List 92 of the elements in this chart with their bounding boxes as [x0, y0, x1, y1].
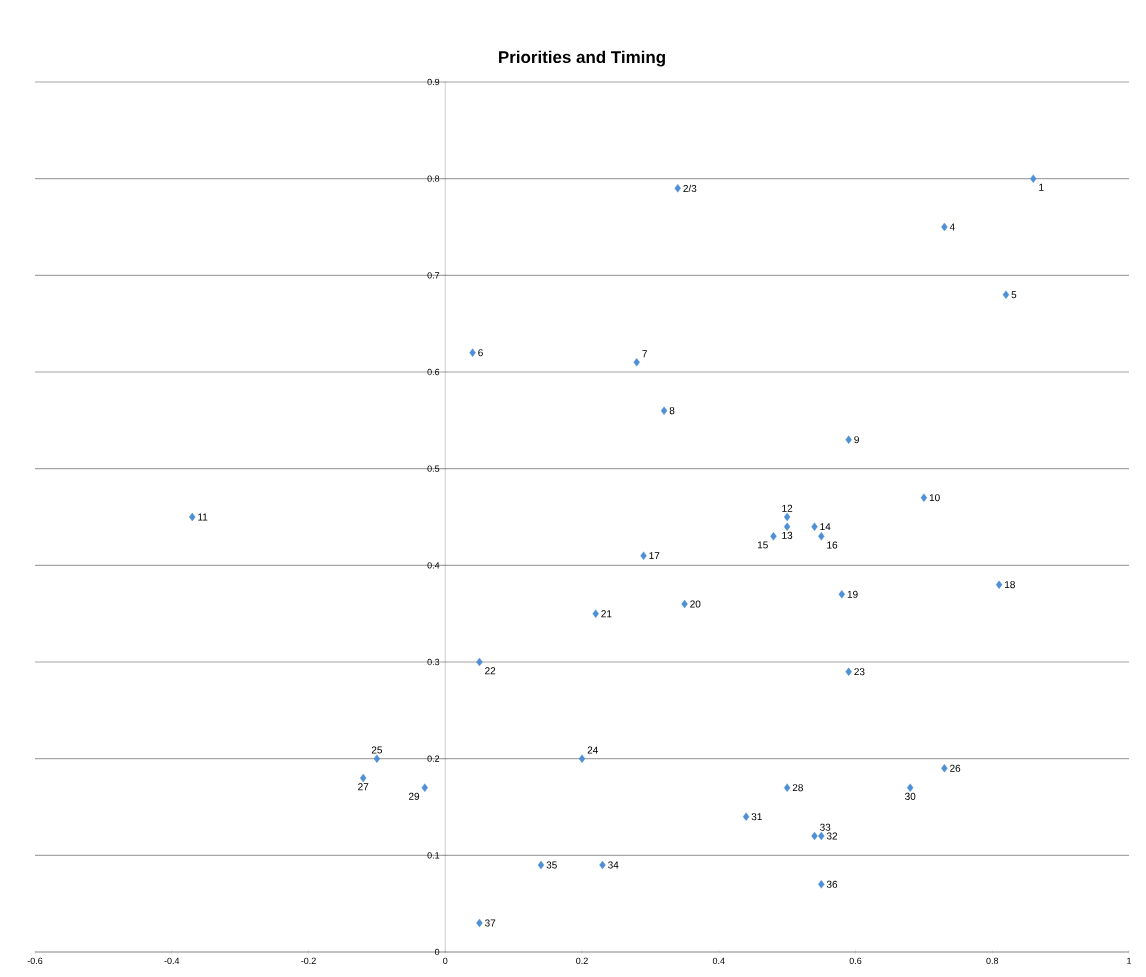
- annotation: 8: [669, 407, 675, 415]
- y-tick-label: 0.4: [427, 562, 440, 569]
- point: [818, 880, 825, 889]
- annotation: 12: [782, 504, 793, 512]
- annotation: 17: [649, 552, 660, 560]
- point: [1002, 290, 1010, 299]
- point: [421, 783, 428, 792]
- annotation: 34: [608, 861, 619, 869]
- x-tick-label: 0: [443, 957, 448, 964]
- annotation: 11: [198, 513, 208, 521]
- annotation: 9: [854, 436, 859, 444]
- y-tick-label: 0.6: [427, 368, 440, 376]
- y-tick-label: 0.1: [427, 852, 440, 859]
- annotation: 4: [949, 223, 955, 231]
- annotation: 36: [826, 880, 838, 888]
- x-tick-label: -0.2: [301, 957, 316, 964]
- annotation: 15: [757, 541, 768, 549]
- annotation: 22: [485, 667, 496, 675]
- y-tick-label: 0.9: [427, 78, 440, 86]
- x-tick-label: 0.6: [849, 957, 862, 964]
- point: [941, 222, 948, 232]
- x-tick-label: 1: [1127, 957, 1132, 964]
- annotation: 33: [820, 823, 831, 831]
- annotation: 19: [847, 590, 858, 598]
- annotation: 37: [485, 919, 496, 927]
- point: [995, 580, 1003, 589]
- chart-title: Priorities and Timing: [499, 50, 665, 67]
- point: [592, 609, 599, 618]
- annotation: 24: [587, 746, 598, 754]
- point: [941, 764, 948, 773]
- annotation: 10: [929, 494, 940, 502]
- x-tick-label: -0.6: [27, 957, 43, 964]
- point: [1030, 174, 1037, 183]
- point: [770, 532, 777, 541]
- point: [599, 860, 606, 870]
- point: [907, 783, 914, 792]
- point: [633, 358, 640, 367]
- point: [476, 657, 483, 667]
- point: [818, 532, 825, 541]
- point: [742, 812, 750, 821]
- point: [537, 860, 545, 870]
- point: [360, 773, 367, 783]
- annotation: 25: [371, 746, 382, 754]
- x-tick-label: -0.4: [164, 957, 180, 964]
- annotation: 1: [1039, 183, 1044, 191]
- point: [783, 783, 791, 792]
- annotation: 6: [478, 349, 483, 357]
- y-tick-label: 0.5: [427, 465, 440, 472]
- annotation: 23: [854, 668, 865, 676]
- x-tick-label: 0.2: [576, 957, 588, 964]
- annotation: 27: [358, 783, 369, 791]
- point: [674, 184, 681, 193]
- point: [818, 831, 825, 841]
- annotation: 26: [950, 764, 961, 772]
- point: [660, 406, 668, 415]
- point: [920, 493, 928, 502]
- annotation: 35: [546, 861, 557, 869]
- annotation: 28: [792, 784, 803, 792]
- annotation: 5: [1011, 291, 1017, 299]
- annotation: 29: [408, 792, 420, 800]
- y-tick-label: 0.3: [427, 658, 440, 666]
- point: [845, 435, 852, 444]
- annotation: 20: [690, 600, 701, 608]
- point: [838, 590, 846, 599]
- point: [469, 348, 476, 357]
- point: [578, 754, 586, 763]
- y-tick-label: 0.8: [427, 175, 440, 182]
- annotation: 13: [782, 531, 793, 539]
- x-tick-label: 0.4: [712, 957, 725, 964]
- annotation: 7: [642, 350, 647, 358]
- annotation: 14: [820, 523, 831, 531]
- annotation: 2/3: [683, 184, 697, 192]
- point: [845, 667, 852, 676]
- point: [476, 918, 483, 928]
- annotation: 32: [826, 832, 838, 840]
- y-tick-label: 0.2: [427, 755, 440, 762]
- point: [811, 522, 818, 531]
- annotation: 21: [601, 610, 612, 618]
- point: [783, 522, 791, 531]
- x-tick-label: 0.8: [986, 957, 999, 964]
- point: [189, 512, 196, 522]
- annotation: 31: [751, 813, 762, 821]
- y-tick-label: 0: [434, 948, 440, 956]
- annotation: 30: [905, 792, 916, 800]
- point: [373, 754, 381, 763]
- point: [681, 599, 688, 609]
- point: [811, 831, 818, 841]
- y-tick-label: 0.7: [427, 272, 440, 279]
- annotation: 16: [827, 541, 838, 549]
- point: [783, 512, 791, 522]
- annotation: 18: [1005, 581, 1015, 589]
- point: [640, 551, 647, 560]
